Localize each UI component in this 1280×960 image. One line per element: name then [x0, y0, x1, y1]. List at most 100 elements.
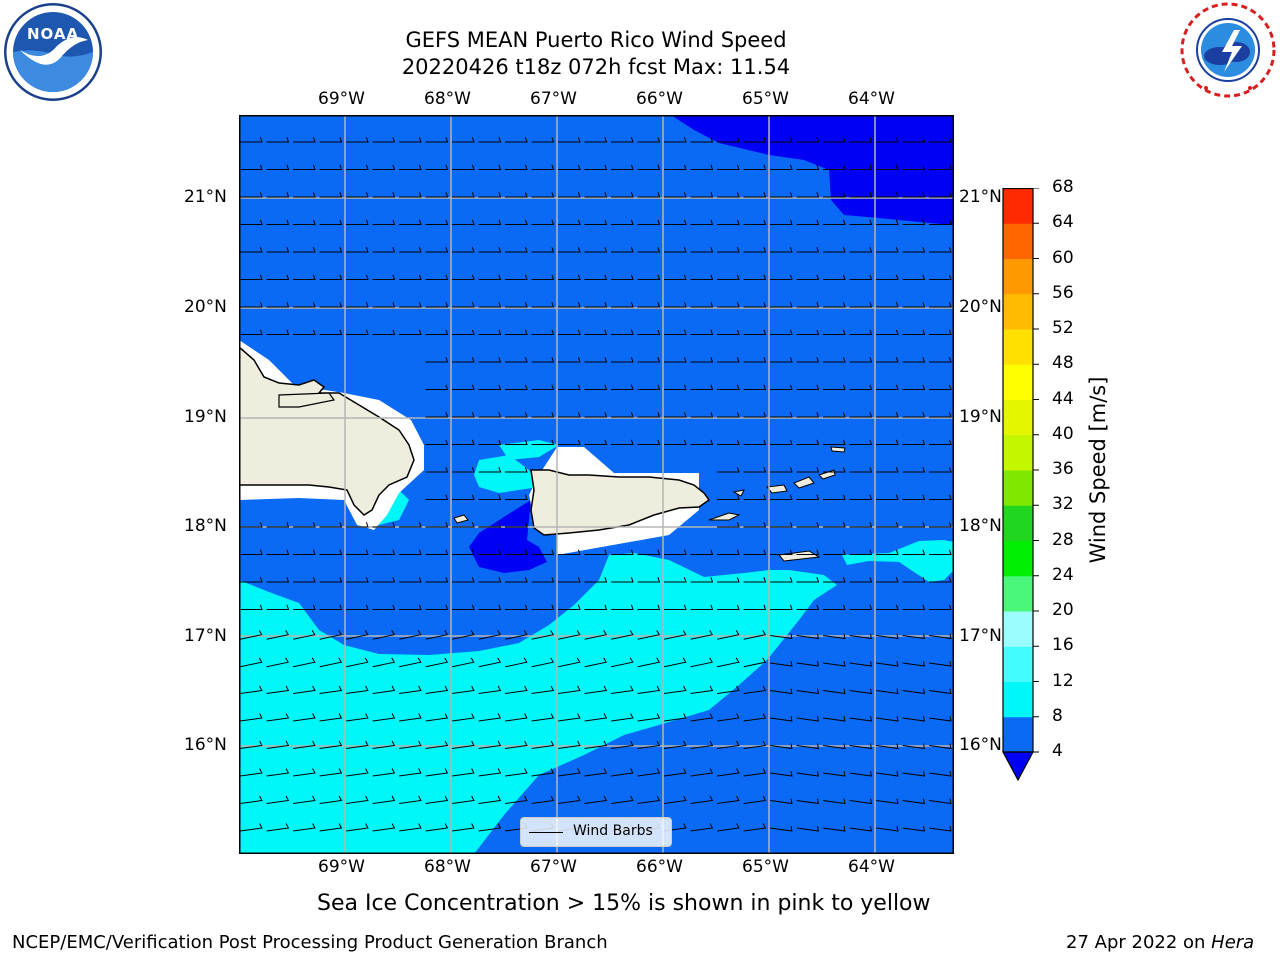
wind-barb: [770, 743, 793, 750]
wind-barb: [531, 604, 555, 610]
wind-barb: [611, 604, 634, 610]
wind-barb: [346, 302, 369, 308]
colorbar-tick-label: 16: [1052, 635, 1074, 656]
wind-barb: [664, 795, 687, 804]
wind-barb: [796, 467, 820, 473]
wind-barb: [531, 192, 555, 198]
wind-barb: [346, 522, 369, 528]
wind-barb: [399, 164, 422, 170]
wind-barb: [558, 713, 581, 722]
wind-barb: [372, 274, 396, 280]
wind-barb: [266, 302, 290, 308]
wind-barb: [478, 412, 502, 418]
wind-barb: [611, 685, 634, 694]
wind-barb: [372, 137, 396, 143]
wind-barb: [717, 247, 740, 253]
wind-barb: [611, 412, 634, 418]
wind-barb: [452, 740, 475, 749]
wind-barb: [452, 357, 475, 363]
wind-barb: [293, 302, 316, 308]
wind-barb: [346, 685, 369, 694]
wind-barb: [743, 439, 767, 445]
wind-barb: [849, 826, 873, 832]
wind-barb: [425, 467, 449, 473]
wind-barb: [478, 795, 502, 804]
wind-barb: [770, 357, 793, 363]
wind-barb: [929, 467, 952, 473]
wind-barb: [319, 274, 343, 280]
lon-label-top: 65°W: [742, 89, 789, 109]
wind-barb: [505, 795, 528, 804]
wind-barb: [452, 685, 475, 694]
wind-barb: [717, 192, 740, 198]
wind-barb: [505, 630, 528, 640]
wind-barb: [531, 740, 555, 749]
wind-barb: [743, 137, 767, 143]
colorbar-tick-label: 44: [1052, 388, 1074, 409]
wind-barb: [637, 577, 661, 583]
wind-barb: [611, 302, 634, 308]
wind-barb: [372, 302, 396, 308]
wind-barb: [319, 164, 343, 170]
wind-barb: [637, 795, 661, 804]
wind-barb: [399, 713, 422, 722]
wind-barb: [876, 137, 899, 143]
wind-barb: [849, 743, 873, 750]
wind-barb: [399, 274, 422, 280]
wind-barb: [240, 577, 263, 583]
wind-barb: [902, 412, 926, 418]
wind-barb: [664, 713, 687, 722]
wind-barb: [505, 577, 528, 583]
wind-barb: [743, 604, 767, 610]
lon-label-bottom: 64°W: [848, 857, 895, 877]
wind-barb: [876, 661, 899, 667]
wind-barb: [584, 713, 608, 722]
wind-barb: [266, 795, 290, 804]
wind-barb: [584, 137, 608, 143]
wind-barb: [505, 713, 528, 722]
wind-barb: [531, 412, 555, 418]
wind-barb: [399, 302, 422, 308]
map-frame: [239, 115, 954, 854]
wind-barb: [452, 137, 475, 143]
lat-label-left: 16°N: [184, 735, 227, 755]
wind-barb: [796, 137, 820, 143]
wind-barb: [293, 219, 316, 225]
wind-barb: [452, 302, 475, 308]
wind-barb: [293, 522, 316, 528]
lon-label-top: 66°W: [636, 89, 683, 109]
wind-barb: [531, 302, 555, 308]
wind-barb: [664, 657, 687, 668]
wind-barb: [505, 329, 528, 335]
wind-barb: [584, 549, 608, 555]
lat-label-right: 18°N: [959, 516, 1002, 536]
wind-barb: [240, 685, 263, 694]
wind-barb: [478, 577, 502, 583]
colorbar-tick-label: 4: [1052, 741, 1063, 761]
wind-barb: [505, 685, 528, 694]
wind-barb: [319, 657, 343, 668]
wind-barb: [743, 302, 767, 308]
wind-barb: [558, 384, 581, 390]
colorbar-tick-label: 60: [1052, 247, 1074, 268]
wind-barb: [929, 384, 952, 390]
wind-barb: [690, 604, 714, 610]
wind-barb: [346, 604, 369, 610]
wind-barb: [266, 630, 290, 640]
wind-barb: [770, 494, 793, 500]
wind-barb: [266, 192, 290, 198]
wind-barb: [266, 740, 290, 749]
lat-label-right: 16°N: [959, 735, 1002, 755]
wind-barb: [690, 630, 714, 640]
wind-barb: [531, 137, 555, 143]
wind-barb: [531, 439, 555, 445]
wind-barb: [770, 384, 793, 390]
wind-barb: [478, 768, 502, 777]
wind-barb: [717, 357, 740, 363]
colorbar-tick-label: 64: [1052, 212, 1074, 233]
wind-barb: [823, 688, 846, 695]
wind-barb: [690, 357, 714, 363]
puerto-rico: [530, 469, 711, 536]
wind-barb: [717, 795, 740, 804]
wind-barb: [558, 577, 581, 583]
